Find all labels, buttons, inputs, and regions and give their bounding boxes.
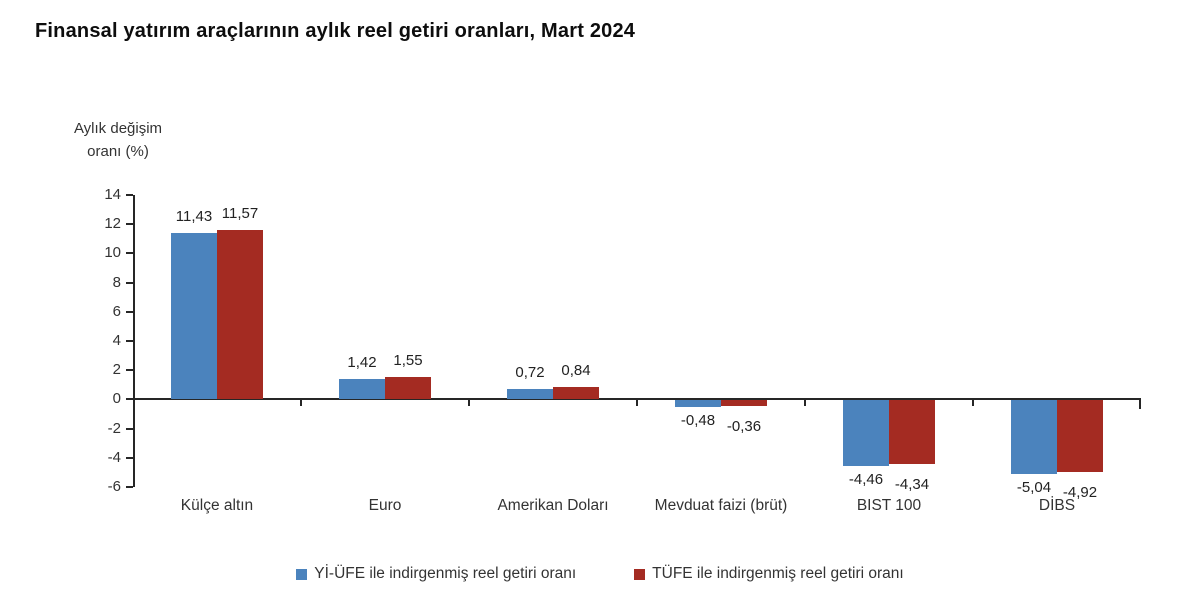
category-label: Mevduat faizi (brüt) xyxy=(654,497,788,514)
y-axis-tick xyxy=(126,281,133,284)
bar-yi-ufe xyxy=(843,400,889,466)
bar-tufe xyxy=(553,387,599,400)
x-axis-tick xyxy=(972,398,974,407)
y-axis-tick xyxy=(126,486,133,488)
x-axis-tick xyxy=(804,398,806,407)
y-axis-tick-label: 2 xyxy=(112,361,121,379)
y-axis-tick-label: 6 xyxy=(112,302,121,320)
y-axis-tick xyxy=(126,310,133,313)
bar-yi-ufe xyxy=(339,378,385,400)
category-label: Euro xyxy=(368,497,402,514)
x-axis-tick xyxy=(468,398,470,407)
legend-label: TÜFE ile indirgenmiş reel getiri oranı xyxy=(652,565,904,582)
legend-swatch-icon xyxy=(634,568,646,580)
value-label: 0,72 xyxy=(515,363,545,381)
bar-tufe xyxy=(217,230,263,400)
value-label: -4,92 xyxy=(1062,484,1098,502)
y-axis-tick xyxy=(126,369,133,372)
value-label: 1,42 xyxy=(347,353,377,371)
plot-area: 14 12 10 8 6 4 2 0 -2 -4 -6 11,43 11,57 Külçe altın 1,… xyxy=(104,186,1141,514)
y-axis-tick-label: -2 xyxy=(107,419,121,437)
value-label: 0,84 xyxy=(561,362,591,380)
y-axis-tick-label: 12 xyxy=(104,215,121,233)
y-axis-tick xyxy=(126,398,133,401)
category-label: Külçe altın xyxy=(180,497,254,514)
bar-yi-ufe xyxy=(1011,400,1057,474)
x-axis-tick xyxy=(636,398,638,407)
y-axis-tick-label: 4 xyxy=(112,332,121,349)
chart-title: Finansal yatırım araçlarının aylık reel … xyxy=(35,20,636,42)
category-label: DİBS xyxy=(1038,497,1076,514)
bar-yi-ufe xyxy=(171,232,217,400)
legend-swatch-icon xyxy=(296,568,308,580)
x-axis-tick xyxy=(1139,398,1141,410)
y-axis-tick xyxy=(126,252,133,255)
y-axis-tick xyxy=(126,456,133,459)
y-axis-tick-label: 0 xyxy=(112,390,121,408)
bar-yi-ufe xyxy=(507,388,553,400)
value-label: -5,04 xyxy=(1016,478,1052,496)
legend-item-tufe: TÜFE ile indirgenmiş reel getiri oranı xyxy=(634,565,904,583)
y-axis-tick xyxy=(126,340,133,342)
bar-tufe xyxy=(889,400,935,464)
y-axis-tick-label: -4 xyxy=(107,448,121,466)
x-axis-tick xyxy=(300,398,302,407)
bar-tufe xyxy=(385,376,431,400)
value-label: 11,57 xyxy=(221,205,259,223)
y-axis-tick xyxy=(126,427,133,430)
bar-yi-ufe xyxy=(675,400,721,408)
y-axis-tick xyxy=(126,223,133,226)
bar-tufe xyxy=(1057,400,1103,473)
legend-item-yi-ufe: Yİ-ÜFE ile indirgenmiş reel getiri oranı xyxy=(296,565,576,583)
y-axis-line xyxy=(133,195,135,487)
y-axis-tick-label: 14 xyxy=(104,186,121,203)
bar-tufe xyxy=(721,400,767,406)
y-axis-title-line2: oranı (%) xyxy=(87,142,149,160)
y-axis-tick-label: 10 xyxy=(104,244,121,262)
category-label: BIST 100 xyxy=(856,497,922,514)
legend-label: Yİ-ÜFE ile indirgenmiş reel getiri oranı xyxy=(314,565,577,582)
value-label: -0,36 xyxy=(726,417,762,435)
y-axis-title-line1: Aylık değişim xyxy=(73,120,163,137)
y-axis-tick xyxy=(126,194,133,196)
value-label: -4,34 xyxy=(894,475,930,493)
value-label: 1,55 xyxy=(393,351,423,369)
y-axis-tick-label: 8 xyxy=(112,273,121,291)
category-label: Amerikan Doları xyxy=(497,497,609,514)
y-axis-tick-label: -6 xyxy=(107,478,121,495)
value-label: -4,46 xyxy=(848,470,884,488)
value-label: -0,48 xyxy=(680,412,716,430)
value-label: 11,43 xyxy=(175,207,213,225)
legend: Yİ-ÜFE ile indirgenmiş reel getiri oranı… xyxy=(0,565,1200,583)
y-axis-title: Aylık değişim oranı (%) xyxy=(58,118,178,163)
